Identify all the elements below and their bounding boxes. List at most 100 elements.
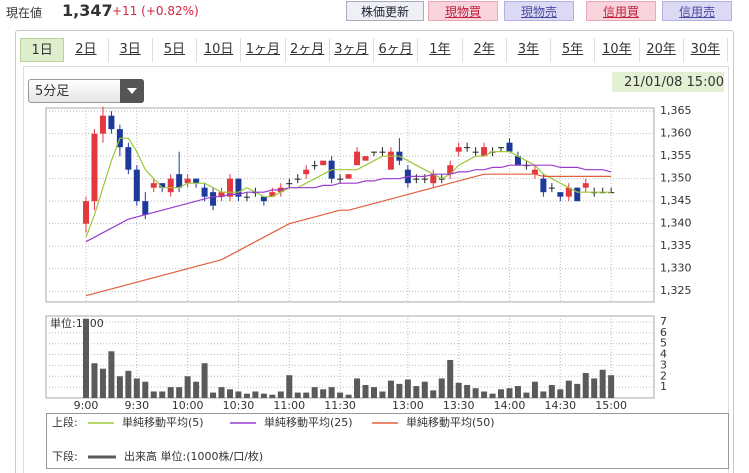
volume-bar — [370, 387, 377, 398]
period-tab[interactable]: 1日 — [20, 38, 65, 62]
legend-entry: 出来高 単位:(1000株/口/枚) — [124, 449, 263, 463]
candle-body — [201, 187, 208, 197]
candle-body — [447, 165, 454, 175]
volume-bar — [557, 389, 564, 398]
volume-tick-label: 7 — [660, 315, 667, 328]
candle-body — [582, 183, 589, 188]
volume-bar — [108, 351, 115, 398]
period-tab[interactable]: 3年 — [507, 38, 551, 62]
volume-bar — [320, 389, 327, 398]
candle-body — [184, 178, 191, 184]
trade-button[interactable]: 信用買 — [586, 1, 656, 21]
timestamp: 21/01/08 15:00 — [612, 72, 724, 92]
volume-bar — [379, 391, 386, 398]
volume-bar — [243, 393, 250, 398]
candle-body — [226, 178, 233, 197]
period-tab[interactable]: 30年 — [684, 38, 728, 62]
candle-body — [303, 169, 310, 175]
volume-bar — [582, 373, 589, 398]
volume-tick-label: 5 — [660, 337, 667, 350]
period-tab[interactable]: 2年 — [463, 38, 507, 62]
trade-button[interactable]: 現物買 — [428, 1, 498, 21]
candle-body — [108, 115, 115, 130]
period-tab[interactable]: 10年 — [595, 38, 640, 62]
x-tick-label: 9:00 — [74, 399, 99, 412]
candle-body — [430, 174, 437, 184]
volume-bar — [201, 363, 208, 398]
volume-bar — [421, 381, 428, 398]
legend-box — [46, 413, 729, 469]
candle-body — [548, 187, 555, 189]
period-tab[interactable]: 6ヶ月 — [374, 38, 419, 62]
period-tab[interactable]: 5年 — [551, 38, 596, 62]
period-tab[interactable]: 3日 — [109, 38, 153, 62]
period-tab[interactable]: 10日 — [197, 38, 242, 62]
trade-button[interactable]: 信用売 — [662, 1, 732, 21]
candle-body — [557, 192, 564, 197]
candle-body — [125, 147, 132, 170]
candle-body — [269, 192, 276, 197]
volume-tick-label: 4 — [660, 348, 667, 361]
period-tab[interactable]: 2ヶ月 — [286, 38, 330, 62]
volume-bar — [548, 384, 555, 398]
y-tick-label: 1,325 — [660, 284, 692, 297]
volume-bar — [150, 391, 157, 398]
candle-body — [133, 169, 140, 202]
volume-bar — [514, 386, 521, 398]
volume-tick-label: 3 — [660, 358, 667, 371]
legend-label: 下段: — [52, 449, 78, 463]
period-tab[interactable]: 3ヶ月 — [330, 38, 374, 62]
volume-bar — [252, 391, 259, 398]
candle-body — [608, 192, 615, 194]
candle-body — [176, 174, 183, 188]
volume-bar — [362, 384, 369, 398]
trade-button[interactable]: 現物売 — [504, 1, 574, 21]
candle-body — [159, 183, 166, 188]
volume-bar — [337, 392, 344, 398]
candle-body — [498, 147, 505, 149]
period-tab[interactable]: 5日 — [153, 38, 197, 62]
volume-bar — [404, 379, 411, 398]
period-tab[interactable]: 1ヶ月 — [241, 38, 286, 62]
x-tick-label: 9:30 — [124, 399, 149, 412]
candle-body — [370, 151, 377, 153]
x-tick-label: 11:00 — [273, 399, 305, 412]
price-label: 現在値 — [6, 6, 43, 20]
refresh-button[interactable]: 株価更新 — [346, 1, 424, 21]
volume-bar — [294, 392, 301, 398]
volume-bar — [472, 388, 479, 398]
y-tick-label: 1,340 — [660, 217, 692, 230]
period-tab[interactable]: 20年 — [640, 38, 684, 62]
volume-bar — [455, 382, 462, 398]
volume-bar — [142, 381, 149, 398]
price-change: +11 (+0.82%) — [112, 4, 199, 18]
volume-tick-label: 6 — [660, 326, 667, 339]
candle-body — [514, 156, 521, 166]
volume-bar — [91, 363, 98, 398]
candle-body — [210, 192, 217, 206]
volume-bar — [506, 388, 513, 398]
volume-tick-label: 2 — [660, 369, 667, 382]
y-tick-label: 1,330 — [660, 262, 692, 275]
period-tab[interactable]: 2日 — [64, 38, 109, 62]
select-arrow[interactable] — [120, 79, 144, 103]
candle-body — [83, 201, 89, 224]
y-tick-label: 1,365 — [660, 104, 692, 117]
chart-panel — [23, 66, 729, 473]
y-tick-label: 1,350 — [660, 172, 692, 185]
y-tick-label: 1,335 — [660, 239, 692, 252]
candle-body — [286, 183, 293, 185]
volume-bar — [226, 389, 233, 398]
volume-bar — [311, 387, 318, 398]
x-tick-label: 11:30 — [324, 399, 356, 412]
moving-average-line — [85, 137, 612, 238]
x-tick-label: 14:00 — [494, 399, 526, 412]
y-tick-label: 1,355 — [660, 149, 692, 162]
volume-bar — [303, 392, 310, 398]
y-tick-label: 1,360 — [660, 127, 692, 140]
candle-body — [99, 115, 106, 134]
moving-average-line — [85, 173, 612, 297]
x-tick-label: 13:30 — [443, 399, 475, 412]
period-tab[interactable]: 1年 — [418, 38, 463, 62]
